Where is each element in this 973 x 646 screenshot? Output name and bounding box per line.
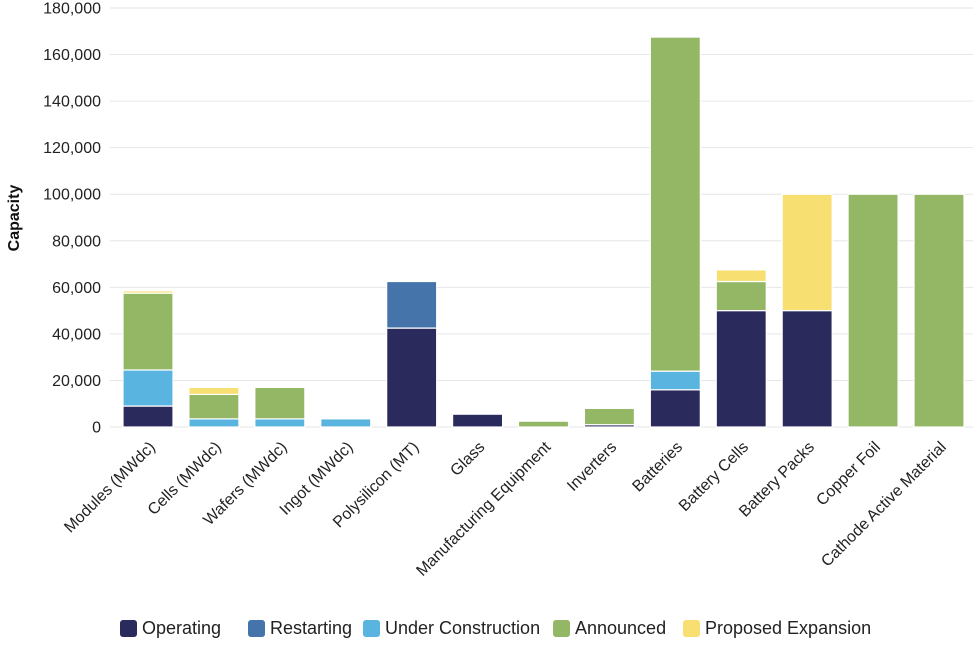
legend-swatch (553, 620, 570, 637)
legend-item-announced[interactable]: Announced (553, 618, 666, 638)
legend-item-proposed-expansion[interactable]: Proposed Expansion (683, 618, 871, 638)
bar-segment-announced[interactable] (649, 36, 701, 372)
legend-swatch (363, 620, 380, 637)
bar-segment-operating[interactable] (122, 405, 174, 428)
bar-segment-announced[interactable] (122, 292, 174, 371)
y-tick-label: 160,000 (43, 47, 101, 64)
bar-segment-announced[interactable] (188, 393, 240, 420)
legend-swatch (248, 620, 265, 637)
bar-segment-proposed-expansion[interactable] (188, 386, 240, 396)
bar-segment-announced[interactable] (913, 193, 965, 428)
legend[interactable]: Operating Restarting Under Construction Ann… (120, 618, 871, 638)
bar-segment-operating[interactable] (649, 389, 701, 428)
legend-item-operating[interactable]: Operating (120, 618, 221, 638)
bar-segment-announced[interactable] (583, 407, 636, 426)
x-category-label: Modules (MWdc) (61, 439, 159, 537)
y-tick-label: 0 (92, 420, 101, 437)
y-axis-ticks: 0 20,000 40,000 60,000 80,000 100,000 120,000 1… (43, 1, 101, 437)
y-tick-label: 140,000 (43, 94, 101, 111)
bar-segment-proposed-expansion[interactable] (781, 193, 833, 312)
legend-item-restarting[interactable]: Restarting (248, 618, 352, 638)
grid-lines (110, 7, 973, 428)
legend-item-under-construction[interactable]: Under Construction (363, 618, 540, 638)
y-tick-label: 80,000 (52, 233, 101, 250)
x-category-label: Inverters (564, 439, 620, 495)
y-tick-label: 100,000 (43, 187, 101, 204)
y-tick-label: 120,000 (43, 140, 101, 157)
y-tick-label: 40,000 (52, 326, 101, 343)
bar-segment-under-construction[interactable] (649, 370, 701, 391)
bar-segment-proposed-expansion[interactable] (715, 269, 767, 283)
bar-segment-announced[interactable] (254, 386, 306, 420)
bar-segment-operating[interactable] (715, 310, 767, 428)
bar-segment-under-construction[interactable] (254, 418, 306, 428)
legend-swatch (683, 620, 700, 637)
legend-label: Proposed Expansion (705, 618, 871, 638)
bar-segment-operating[interactable] (781, 310, 833, 428)
legend-label: Restarting (270, 618, 352, 638)
y-tick-label: 60,000 (52, 280, 101, 297)
y-axis-title: Capacity (6, 185, 23, 252)
bar-segment-under-construction[interactable] (122, 369, 174, 407)
bar-segment-announced[interactable] (517, 420, 570, 428)
y-tick-label: 180,000 (43, 1, 101, 18)
bar-segment-announced[interactable] (715, 280, 767, 312)
legend-label: Under Construction (385, 618, 540, 638)
bar-segment-proposed-expansion[interactable] (122, 290, 174, 294)
x-category-label: Copper Foil (813, 439, 884, 510)
bar-segment-operating[interactable] (386, 327, 438, 428)
x-axis-labels: Modules (MWdc)Cells (MWdc)Wafers (MWdc)I… (61, 438, 950, 579)
x-category-label: Manufacturing Equipment (413, 438, 554, 579)
legend-label: Operating (142, 618, 221, 638)
bar-segment-under-construction[interactable] (188, 418, 240, 428)
x-category-label: Glass (447, 439, 488, 480)
bar-segment-announced[interactable] (847, 193, 899, 428)
bar-segment-under-construction[interactable] (320, 418, 372, 428)
y-tick-label: 20,000 (52, 373, 101, 390)
legend-label: Announced (575, 618, 666, 638)
bars (122, 36, 965, 428)
bar-segment-operating[interactable] (451, 413, 504, 428)
bar-segment-restarting[interactable] (386, 280, 438, 329)
x-category-label: Batteries (629, 439, 686, 496)
legend-swatch (120, 620, 137, 637)
x-category-label: Cathode Active Material (818, 439, 950, 571)
